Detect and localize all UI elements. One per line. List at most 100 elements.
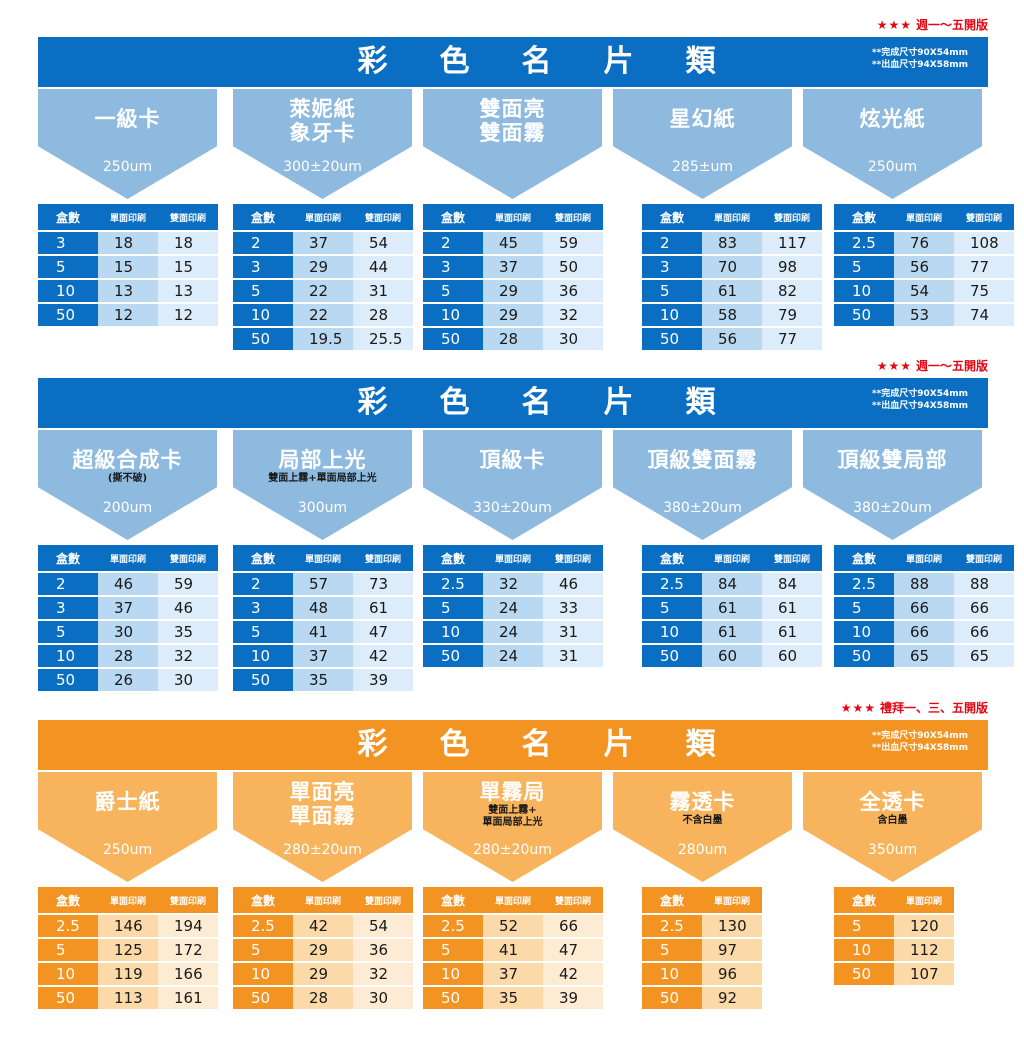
price-cell: 66 <box>894 621 954 643</box>
qty-cell: 3 <box>233 597 293 619</box>
qty-cell: 5 <box>423 597 483 619</box>
qty-cell: 3 <box>233 256 293 278</box>
paper-name: 雙面亮 雙面霧 <box>423 97 602 145</box>
paper-subtitle: 雙面上霧+單面局部上光 <box>268 473 377 484</box>
qty-cell: 10 <box>834 280 894 302</box>
paper-name-text: 頂級雙面霧 <box>647 448 758 472</box>
print-type-header: 雙面印刷 <box>158 545 218 571</box>
table-row: 50 92 <box>642 987 762 1009</box>
print-type-header: 單面印刷 <box>483 887 543 913</box>
price-table: 盒數 單面印刷 雙面印刷 2 57 73 3 48 61 5 41 47 10 37 42 50 35 39 <box>233 543 413 693</box>
finished-size: **完成尺寸90X54mm <box>871 731 968 741</box>
qty-cell: 5 <box>423 280 483 302</box>
price-table: 盒數 單面印刷 雙面印刷 2.5 32 46 5 24 33 10 24 31 50 24 31 <box>423 543 603 669</box>
qty-cell: 5 <box>834 597 894 619</box>
paper-name-text: 炫光紙 <box>859 107 926 131</box>
price-cell: 44 <box>353 256 413 278</box>
qty-cell: 5 <box>233 939 293 961</box>
print-type-header: 雙面印刷 <box>954 204 1014 230</box>
paper-type-arrow: 單霧局 雙面上霧+ 單面局部上光 280±20um <box>423 772 602 882</box>
table-row: 3 37 50 <box>423 256 603 278</box>
table-row: 10 54 75 <box>834 280 1014 302</box>
print-type-header: 雙面印刷 <box>762 545 822 571</box>
qty-cell: 50 <box>233 328 293 350</box>
print-type-header: 單面印刷 <box>293 887 353 913</box>
table-header-row: 盒數 單面印刷 雙面印刷 <box>233 887 413 913</box>
title-char: 片 <box>603 385 637 420</box>
title-char: 類 <box>685 727 719 762</box>
paper-type-arrow: 頂級雙面霧 380±20um <box>613 430 792 540</box>
title-char: 彩 <box>357 44 391 79</box>
price-cell: 28 <box>98 645 158 667</box>
price-cell: 41 <box>293 621 353 643</box>
table-row: 2 83 117 <box>642 232 822 254</box>
table-row: 2 45 59 <box>423 232 603 254</box>
paper-type-arrow: 雙面亮 雙面霧 <box>423 89 602 199</box>
price-cell: 112 <box>894 939 954 961</box>
price-cell: 35 <box>483 987 543 1009</box>
qty-header: 盒數 <box>642 887 702 913</box>
qty-cell: 5 <box>642 597 702 619</box>
price-cell: 37 <box>98 597 158 619</box>
price-cell: 18 <box>98 232 158 254</box>
print-type-header: 雙面印刷 <box>543 204 603 230</box>
title-char: 彩 <box>357 727 391 762</box>
price-cell: 22 <box>293 304 353 326</box>
section-header-bar: 彩 色 名 片 類 **完成尺寸90X54mm **出血尺寸94X58mm <box>38 37 988 87</box>
price-cell: 117 <box>762 232 822 254</box>
qty-cell: 10 <box>423 621 483 643</box>
qty-cell: 10 <box>834 939 894 961</box>
paper-name: 全透卡 含白墨 <box>803 790 982 827</box>
price-cell: 59 <box>158 573 218 595</box>
table-header-row: 盒數 單面印刷 雙面印刷 <box>38 545 218 571</box>
print-type-header: 單面印刷 <box>702 545 762 571</box>
price-cell: 22 <box>293 280 353 302</box>
paper-name-text: 頂級卡 <box>479 448 546 472</box>
price-table: 盒數 單面印刷 2.5 130 5 97 10 96 50 92 <box>642 885 762 1011</box>
price-cell: 66 <box>543 915 603 937</box>
price-cell: 75 <box>954 280 1014 302</box>
paper-thickness: 280±20um <box>283 842 362 858</box>
price-cell: 65 <box>894 645 954 667</box>
table-header-row: 盒數 單面印刷 雙面印刷 <box>834 545 1014 571</box>
qty-cell: 10 <box>38 280 98 302</box>
price-cell: 79 <box>762 304 822 326</box>
print-type-header: 雙面印刷 <box>543 887 603 913</box>
price-table: 盒數 單面印刷 雙面印刷 2 83 117 3 70 98 5 61 82 10 58 79 50 56 77 <box>642 202 822 352</box>
star-rating-icon: ★★★ <box>876 18 912 32</box>
price-cell: 30 <box>158 669 218 691</box>
price-cell: 28 <box>293 987 353 1009</box>
qty-header: 盒數 <box>38 545 98 571</box>
paper-type-arrow: 頂級雙局部 380±20um <box>803 430 982 540</box>
price-cell: 32 <box>353 963 413 985</box>
qty-cell: 5 <box>642 280 702 302</box>
price-cell: 29 <box>293 963 353 985</box>
price-cell: 35 <box>158 621 218 643</box>
qty-cell: 3 <box>38 597 98 619</box>
paper-name-text: 頂級雙局部 <box>837 448 948 472</box>
price-cell: 29 <box>293 939 353 961</box>
table-header-row: 盒數 單面印刷 雙面印刷 <box>233 545 413 571</box>
bleed-size: **出血尺寸94X58mm <box>871 743 968 753</box>
print-type-header: 單面印刷 <box>702 887 762 913</box>
size-spec: **完成尺寸90X54mm **出血尺寸94X58mm <box>872 47 968 71</box>
schedule-note: ★★★ 週一～五開版 <box>877 16 988 32</box>
price-cell: 30 <box>98 621 158 643</box>
qty-cell: 50 <box>38 987 98 1009</box>
price-cell: 88 <box>894 573 954 595</box>
table-row: 2.5 76 108 <box>834 232 1014 254</box>
paper-name-text: 全透卡 <box>859 790 926 814</box>
price-cell: 42 <box>353 645 413 667</box>
price-cell: 32 <box>483 573 543 595</box>
paper-type-arrow: 霧透卡 不含白墨 280um <box>613 772 792 882</box>
price-cell: 54 <box>353 915 413 937</box>
print-type-header: 雙面印刷 <box>954 545 1014 571</box>
price-cell: 61 <box>762 597 822 619</box>
paper-thickness: 200um <box>102 500 153 516</box>
price-cell: 35 <box>293 669 353 691</box>
qty-cell: 3 <box>642 256 702 278</box>
table-row: 10 37 42 <box>233 645 413 667</box>
table-row: 50 35 39 <box>233 669 413 691</box>
print-type-header: 雙面印刷 <box>762 204 822 230</box>
price-cell: 84 <box>762 573 822 595</box>
